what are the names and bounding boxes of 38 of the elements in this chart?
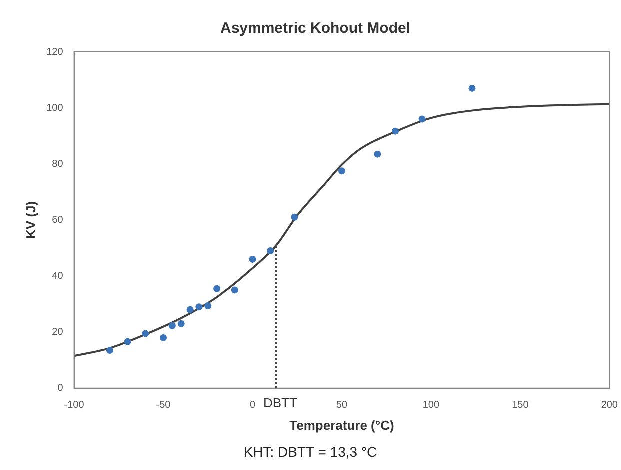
point [142, 330, 150, 338]
text: KHT: DBTT = 13,3 °C [242, 443, 378, 462]
x-axis-title: Temperature (°C) [290, 418, 394, 433]
point [468, 84, 476, 92]
point [291, 214, 298, 221]
x-tick-label: 100 [422, 400, 440, 412]
y-axis-title: KV (J) [23, 201, 38, 239]
ref-line-label: DBTT [263, 395, 298, 410]
point [418, 116, 426, 123]
point [124, 338, 132, 346]
x-tick-label: -50 [156, 400, 172, 412]
point [168, 322, 176, 330]
y-tick-label: 0 [58, 383, 64, 394]
point [186, 306, 194, 314]
point [392, 128, 400, 135]
point [196, 304, 203, 311]
x-tick-label: -100 [64, 400, 85, 412]
y-tick-label: 60 [52, 214, 64, 226]
point [214, 285, 221, 292]
point [374, 150, 382, 158]
point [267, 248, 274, 255]
x-tick-label: 50 [336, 400, 348, 412]
point [204, 302, 212, 310]
chart-title: Asymmetric Kohout Model [220, 20, 411, 38]
point [106, 347, 114, 354]
x-tick-label: 0 [250, 400, 256, 412]
x-tick-label: 150 [512, 400, 530, 412]
y-tick-label: 100 [46, 102, 64, 114]
y-tick-label: 40 [52, 271, 64, 282]
y-tick-label: 120 [46, 46, 64, 58]
y-tick-label: 20 [52, 327, 64, 338]
point [160, 334, 168, 342]
x-tick-label: 200 [601, 400, 618, 412]
point [249, 256, 256, 263]
y-tick-label: 80 [52, 158, 64, 170]
point [338, 168, 346, 175]
point [231, 286, 238, 294]
point [178, 320, 185, 328]
